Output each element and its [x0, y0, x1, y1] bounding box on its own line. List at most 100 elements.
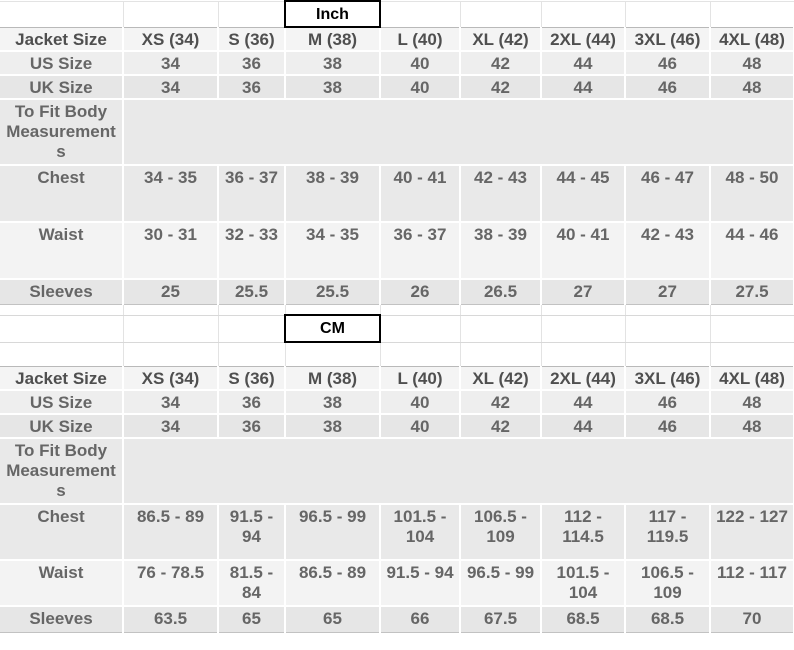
table-cell: 27.5	[710, 279, 794, 305]
empty-cell	[380, 342, 461, 367]
empty-merged-cell	[123, 99, 794, 166]
empty-cell	[0, 342, 124, 367]
cm-waist-row: Waist 76 - 78.5 81.5 - 84 86.5 - 89 91.5…	[0, 560, 794, 607]
size-chart-table: Inch Jacket Size XS (34) S (36) M (38) L…	[0, 0, 794, 633]
column-header: 4XL (48)	[710, 27, 794, 52]
row-label: Waist	[0, 222, 124, 280]
inch-sleeves-row: Sleeves 25 25.5 25.5 26 26.5 27 27 27.5	[0, 279, 794, 305]
table-cell: 48	[710, 75, 794, 100]
cm-sleeves-row: Sleeves 63.5 65 65 66 67.5 68.5 68.5 70	[0, 606, 794, 633]
table-cell: 67.5	[460, 606, 542, 633]
row-label: UK Size	[0, 414, 124, 439]
empty-cell	[460, 342, 542, 367]
table-cell: 81.5 - 84	[218, 560, 286, 607]
table-cell: 42	[460, 75, 542, 100]
table-cell: 86.5 - 89	[123, 504, 219, 561]
row-label: To Fit Body Measurements	[0, 438, 124, 505]
row-label: Sleeves	[0, 279, 124, 305]
cm-tofit-row: To Fit Body Measurements	[0, 438, 794, 505]
inch-waist-row: Waist 30 - 31 32 - 33 34 - 35 36 - 37 38…	[0, 222, 794, 280]
table-cell: 46 - 47	[625, 165, 711, 223]
table-cell: 36 - 37	[380, 222, 461, 280]
empty-cell	[218, 342, 286, 367]
table-cell: 36	[218, 51, 286, 76]
inch-header-row: Jacket Size XS (34) S (36) M (38) L (40)…	[0, 27, 794, 52]
row-label: US Size	[0, 390, 124, 415]
table-cell: 117 - 119.5	[625, 504, 711, 561]
table-cell: 42	[460, 414, 542, 439]
table-cell: 48 - 50	[710, 165, 794, 223]
table-cell: 40	[380, 51, 461, 76]
empty-cell	[285, 342, 381, 367]
empty-cell	[625, 315, 711, 343]
empty-cell	[123, 304, 219, 316]
table-cell: 86.5 - 89	[285, 560, 381, 607]
table-cell: 26	[380, 279, 461, 305]
table-cell: 106.5 - 109	[625, 560, 711, 607]
table-cell: 46	[625, 414, 711, 439]
table-cell: 48	[710, 414, 794, 439]
table-cell: 68.5	[541, 606, 626, 633]
column-header: M (38)	[285, 27, 381, 52]
column-header: 4XL (48)	[710, 366, 794, 391]
table-cell: 27	[625, 279, 711, 305]
table-cell: 96.5 - 99	[285, 504, 381, 561]
table-cell: 38 - 39	[285, 165, 381, 223]
table-cell: 30 - 31	[123, 222, 219, 280]
table-cell: 38 - 39	[460, 222, 542, 280]
table-cell: 38	[285, 51, 381, 76]
row-label: Sleeves	[0, 606, 124, 633]
table-cell: 44	[541, 75, 626, 100]
table-cell: 34	[123, 75, 219, 100]
inch-chest-row: Chest 34 - 35 36 - 37 38 - 39 40 - 41 42…	[0, 165, 794, 223]
cm-chest-row: Chest 86.5 - 89 91.5 - 94 96.5 - 99 101.…	[0, 504, 794, 561]
column-header: Jacket Size	[0, 366, 124, 391]
column-header: S (36)	[218, 27, 286, 52]
table-cell: 34	[123, 51, 219, 76]
table-cell: 42 - 43	[460, 165, 542, 223]
table-cell: 38	[285, 390, 381, 415]
empty-cell	[460, 304, 542, 316]
inch-uk-size-row: UK Size 34 36 38 40 42 44 46 48	[0, 75, 794, 100]
empty-cell	[0, 315, 124, 343]
empty-cell	[380, 315, 461, 343]
empty-cell	[123, 315, 219, 343]
table-cell: 26.5	[460, 279, 542, 305]
table-cell: 46	[625, 51, 711, 76]
table-cell: 38	[285, 75, 381, 100]
table-cell: 91.5 - 94	[218, 504, 286, 561]
empty-cell	[541, 342, 626, 367]
table-cell: 112 - 117	[710, 560, 794, 607]
row-label: Chest	[0, 504, 124, 561]
empty-cell	[541, 304, 626, 316]
empty-cell	[0, 304, 124, 316]
empty-cell	[625, 1, 711, 28]
unit-badge-inch: Inch	[284, 0, 381, 28]
empty-cell	[460, 1, 542, 28]
empty-cell	[710, 1, 794, 28]
table-cell: 44	[541, 390, 626, 415]
column-header: XS (34)	[123, 27, 219, 52]
table-cell: 44	[541, 414, 626, 439]
table-cell: 66	[380, 606, 461, 633]
table-cell: 25.5	[218, 279, 286, 305]
empty-cell	[541, 315, 626, 343]
table-cell: 122 - 127	[710, 504, 794, 561]
empty-cell	[123, 342, 219, 367]
table-cell: 91.5 - 94	[380, 560, 461, 607]
inch-unit-row: Inch	[0, 0, 794, 28]
column-header: Jacket Size	[0, 27, 124, 52]
empty-cell	[123, 1, 219, 28]
cm-uk-size-row: UK Size 34 36 38 40 42 44 46 48	[0, 414, 794, 439]
empty-cell	[625, 342, 711, 367]
column-header: L (40)	[380, 27, 461, 52]
empty-cell	[285, 304, 381, 316]
table-cell: 40 - 41	[541, 222, 626, 280]
table-cell: 36	[218, 414, 286, 439]
row-label: Chest	[0, 165, 124, 223]
table-cell: 25.5	[285, 279, 381, 305]
table-cell: 48	[710, 51, 794, 76]
empty-cell	[380, 304, 461, 316]
empty-cell	[460, 315, 542, 343]
table-cell: 40	[380, 75, 461, 100]
